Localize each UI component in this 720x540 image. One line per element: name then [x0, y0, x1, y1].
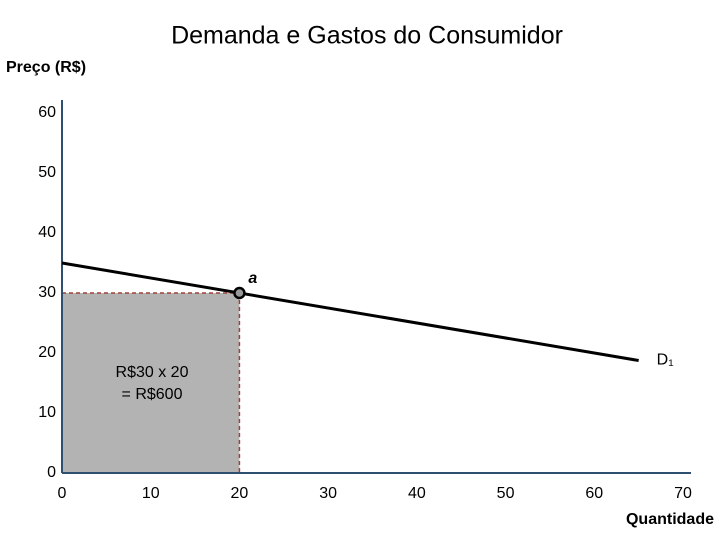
x-tick-label: 30 [319, 485, 337, 502]
point-label: a [248, 270, 257, 287]
y-tick-label: 40 [38, 224, 56, 241]
x-tick-label: 20 [231, 485, 249, 502]
chart-title: Demanda e Gastos do Consumidor [171, 22, 563, 50]
x-tick-label: 50 [497, 485, 515, 502]
x-tick-label: 10 [142, 485, 160, 502]
x-tick-label: 60 [585, 485, 603, 502]
annotation: R$30 x 20 [116, 364, 189, 381]
y-tick-label: 0 [47, 464, 56, 481]
series-label: D₁ [657, 352, 674, 369]
y-tick-label: 50 [38, 164, 56, 181]
y-tick-label: 30 [38, 284, 56, 301]
x-tick-label: 0 [58, 485, 67, 502]
y-tick-label: 20 [38, 344, 56, 361]
y-tick-label: 60 [38, 104, 56, 121]
y-axis-label: Preço (R$) [6, 59, 86, 76]
x-tick-label: 40 [408, 485, 426, 502]
x-axis-label: Quantidade [626, 511, 714, 528]
expenditure-area [62, 293, 240, 473]
annotation: = R$600 [122, 386, 183, 403]
demand-line [61, 261, 639, 362]
x-tick-label: 70 [674, 485, 692, 502]
y-tick-label: 10 [38, 404, 56, 421]
point-marker [233, 286, 246, 300]
